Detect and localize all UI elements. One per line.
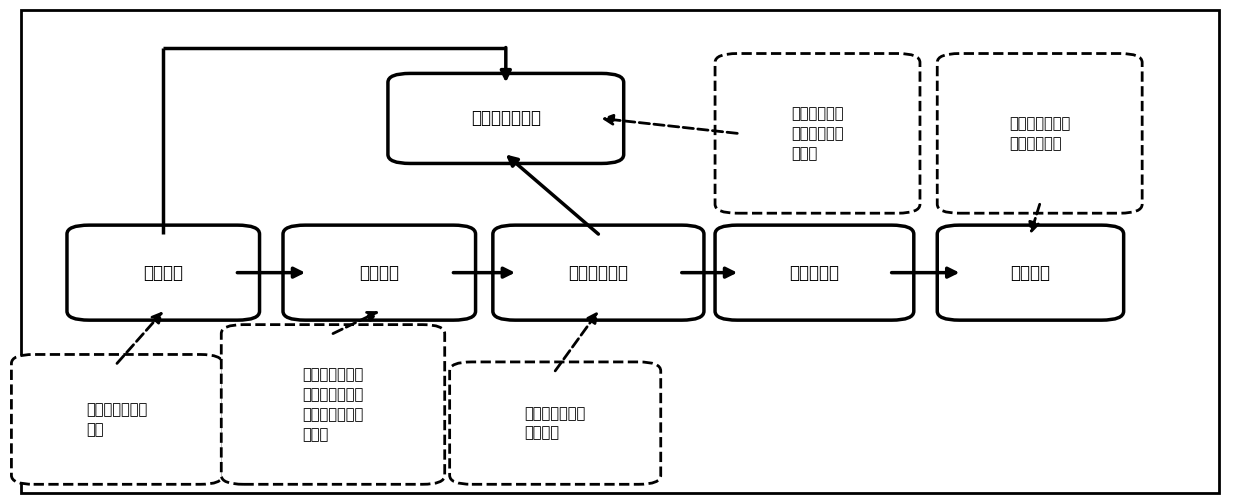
FancyBboxPatch shape — [11, 355, 222, 484]
Text: 「浸没式低温溶
解」工艺和废杂
破碎料作底料燕
解工艺: 「浸没式低温溶 解」工艺和废杂 破碎料作底料燕 解工艺 — [303, 367, 363, 442]
FancyBboxPatch shape — [450, 362, 661, 484]
FancyBboxPatch shape — [937, 53, 1142, 213]
FancyBboxPatch shape — [67, 225, 259, 320]
FancyBboxPatch shape — [283, 225, 476, 320]
FancyBboxPatch shape — [715, 225, 914, 320]
FancyBboxPatch shape — [715, 53, 920, 213]
Text: 转至保温炉: 转至保温炉 — [790, 264, 839, 282]
Text: 灰渣回收分离
的「铝液直供
」工艺: 灰渣回收分离 的「铝液直供 」工艺 — [791, 106, 843, 160]
Text: 材料配比: 材料配比 — [144, 264, 184, 282]
Text: 生铝和熟铝混合
配比: 生铝和熟铝混合 配比 — [87, 402, 148, 437]
FancyBboxPatch shape — [221, 324, 445, 484]
Text: 燕解铝灰渣「做
灰」工艺: 燕解铝灰渣「做 灰」工艺 — [525, 406, 585, 441]
Text: 铝灰分离、回收: 铝灰分离、回收 — [471, 110, 541, 127]
FancyBboxPatch shape — [937, 225, 1123, 320]
FancyBboxPatch shape — [492, 225, 704, 320]
Text: 搞拌、做灰渣: 搞拌、做灰渣 — [568, 264, 629, 282]
Text: 炉底扭鐵: 炉底扭鐵 — [1011, 264, 1050, 282]
FancyBboxPatch shape — [388, 73, 624, 163]
Text: 材料燕化: 材料燕化 — [360, 264, 399, 282]
Text: 扭鐵作业「鐵、
铝分离」工艺: 扭鐵作业「鐵、 铝分离」工艺 — [1009, 116, 1070, 151]
